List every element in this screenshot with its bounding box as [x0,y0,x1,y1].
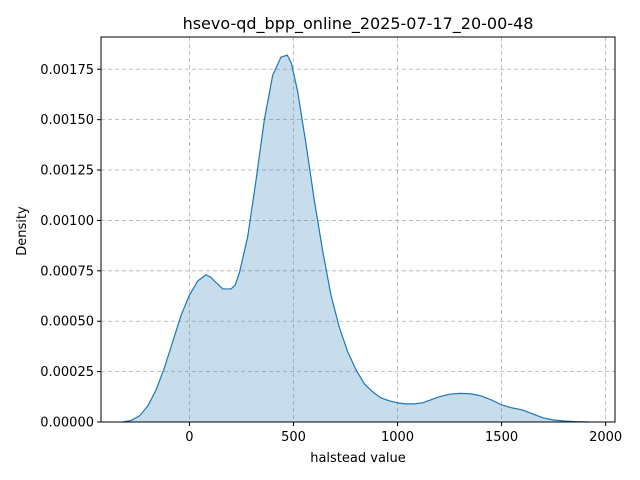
plot-area [122,54,590,423]
density-curve-line [122,54,590,423]
x-axis-ticks: 0 500 1000 1500 2000 [185,422,622,445]
y-axis-ticks: 0.00000 0.00025 0.00050 0.00075 0.00100 0.001… [40,63,101,431]
x-tick-label: 2000 [589,430,622,445]
y-tick-label: 0.00150 [40,113,94,128]
x-axis-label: halstead value [310,451,406,466]
y-tick-label: 0.00100 [40,214,94,229]
density-area-fill [122,55,589,422]
x-tick-label: 0 [185,430,193,445]
y-tick-label: 0.00075 [40,264,94,279]
axes [100,36,616,423]
y-tick-label: 0.00025 [40,365,94,380]
grid-lines [101,37,615,423]
y-tick-label: 0.00125 [40,164,94,179]
x-tick-label: 1500 [485,430,518,445]
chart-title: hsevo-qd_bpp_online_2025-07-17_20-00-48 [183,14,534,34]
y-tick-label: 0.00000 [40,416,94,431]
x-tick-label: 500 [281,430,306,445]
x-tick-label: 1000 [381,430,414,445]
y-axis-label: Density [15,206,30,256]
y-tick-label: 0.00050 [40,315,94,330]
y-tick-label: 0.00175 [40,63,94,78]
axes-frame [100,36,616,423]
